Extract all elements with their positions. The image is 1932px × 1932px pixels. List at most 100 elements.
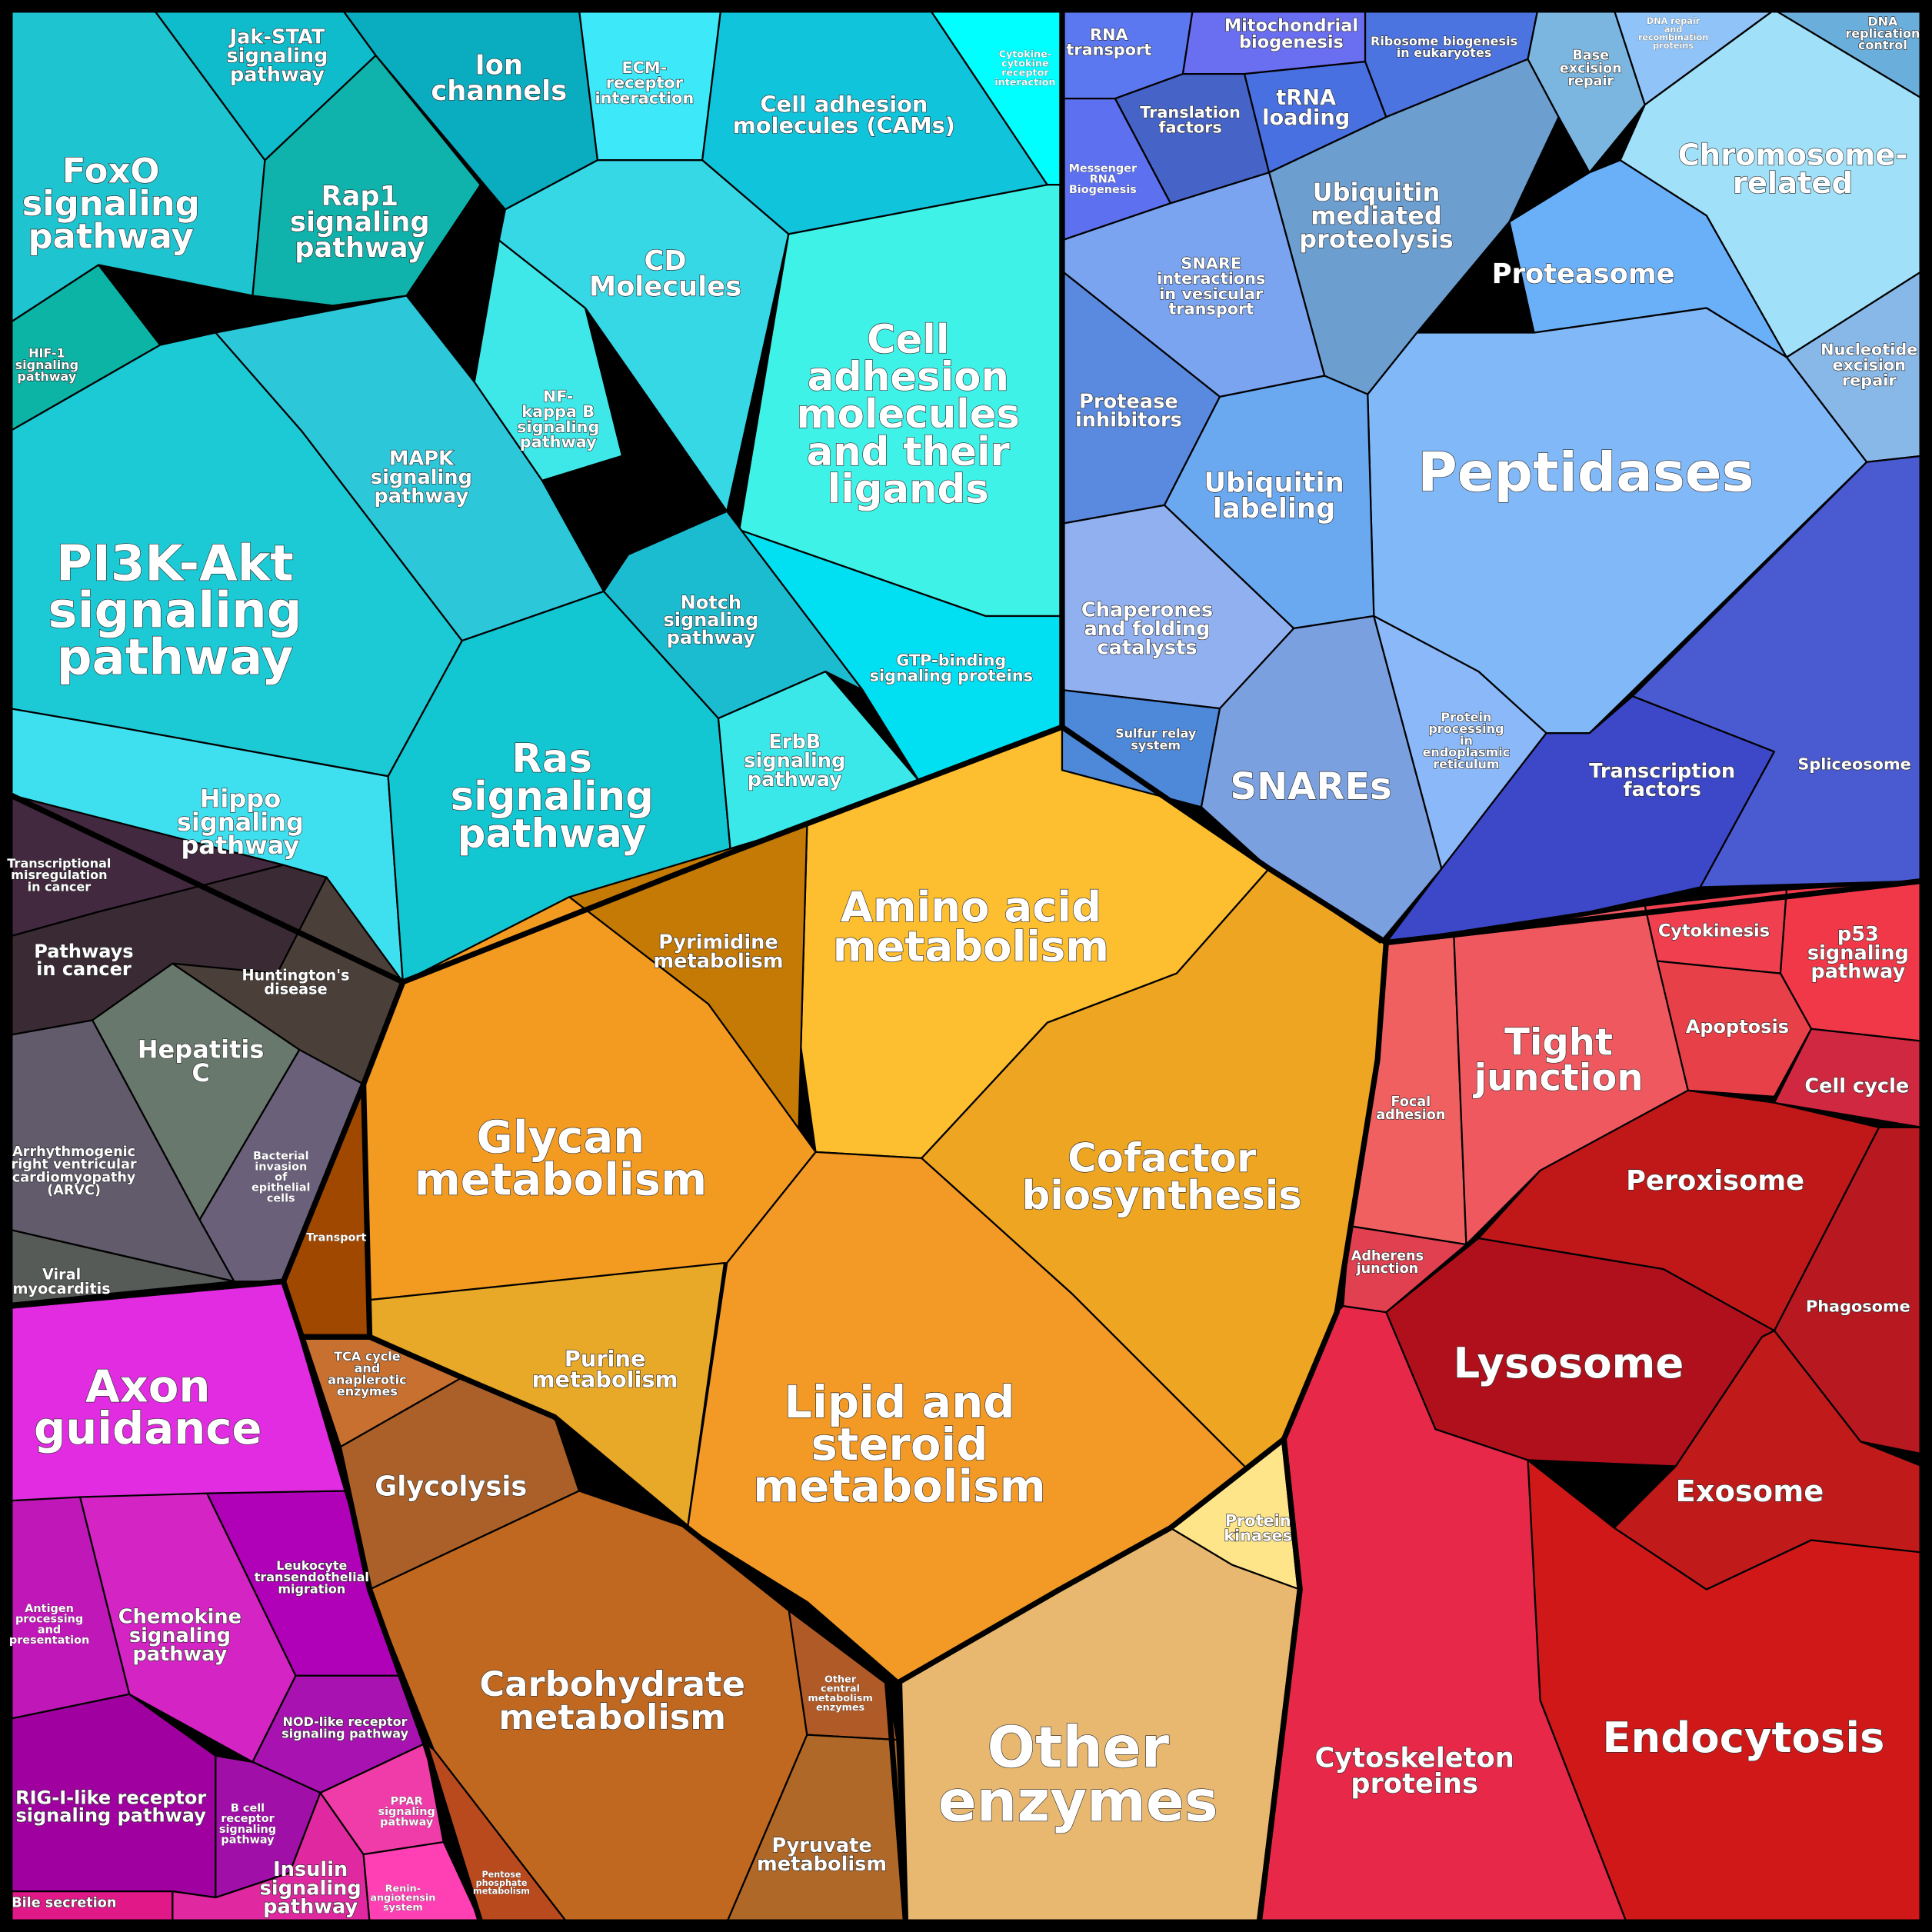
label-line: Antigen (25, 1603, 74, 1615)
label-line: junction (1473, 1056, 1644, 1099)
label-line: pathway (1810, 961, 1905, 984)
label-line: metabolism (415, 1153, 707, 1205)
label-transcmis: Transcriptional misregulation in cancer (7, 856, 111, 894)
label-line: in cancer (36, 958, 132, 980)
label-line: repair (1842, 371, 1897, 389)
label-line: recombination (1638, 33, 1708, 43)
label-line: mediated (1311, 202, 1442, 231)
label-protinh: Protease inhibitors (1075, 390, 1182, 431)
label-line: signaling (451, 774, 654, 820)
label-line: Jak-STAT (228, 26, 325, 49)
label-line: signaling (15, 358, 79, 372)
label-line: Nucleotide (1820, 341, 1917, 359)
label-cellcycle: Cell cycle (1804, 1074, 1909, 1098)
label-line: SNARE (1181, 254, 1241, 272)
label-line: cardiomyopathy (12, 1170, 136, 1185)
region-mapk[interactable] (215, 295, 605, 642)
label-otherenz: Other enzymes (938, 1716, 1218, 1835)
label-line: and (355, 1361, 381, 1375)
label-chromosome: Chromosome-related (1678, 138, 1908, 202)
label-line: GTP-binding (896, 651, 1006, 670)
label-erbb: ErbB signaling pathway (744, 731, 845, 791)
label-line: ErbB (768, 731, 821, 754)
label-line: in eukaryotes (1397, 45, 1492, 60)
label-line: Purine (565, 1345, 646, 1371)
label-tight: Tight junction (1473, 1021, 1644, 1100)
label-phagosome: Phagosome (1806, 1297, 1910, 1315)
label-renin: Renin-angiotensin system (370, 1883, 435, 1913)
label-line: Lipid and (784, 1376, 1014, 1428)
label-line: Lysosome (1453, 1338, 1684, 1387)
label-line: pathway (374, 485, 468, 508)
label-line: biosynthesis (1022, 1173, 1302, 1219)
label-line: HIF-1 (28, 346, 65, 361)
label-line: Phagosome (1806, 1297, 1910, 1315)
label-line: Glycan (477, 1111, 645, 1164)
label-line: pathway (295, 232, 425, 264)
label-line: receptor (1001, 68, 1049, 79)
label-line: Apoptosis (1686, 1016, 1789, 1038)
label-line: tRNA (1276, 86, 1336, 110)
label-mapk: MAPK signaling pathway (371, 448, 472, 508)
label-line: Biogenesis (1069, 184, 1137, 196)
label-line: Cell cycle (1804, 1074, 1909, 1098)
label-line: Exosome (1675, 1474, 1824, 1509)
label-line: signaling (177, 808, 304, 837)
label-line: Cytoskeleton (1314, 1743, 1514, 1774)
label-cytokine: Cytokine-cytokine receptor interaction (994, 48, 1055, 88)
label-line: Peroxisome (1626, 1165, 1804, 1197)
label-line: Transport (306, 1231, 366, 1244)
label-line: replication (1845, 26, 1920, 41)
region-nfkb[interactable] (473, 239, 624, 481)
label-line: signaling pathway (281, 1726, 409, 1740)
label-line: endoplasmic (1423, 745, 1511, 760)
label-arvc: Arrhythmogenic right ventricular cardiomyo… (12, 1144, 137, 1198)
label-rnatransport: RNA transport (1066, 25, 1151, 59)
label-hepc: Hepatitis C (138, 1034, 265, 1087)
label-line: pathway (182, 831, 300, 860)
region-apoptosis[interactable] (1656, 960, 1813, 1098)
label-line: signaling (663, 609, 758, 631)
label-line: in vesicular (1159, 285, 1264, 303)
label-line: Cytokinesis (1658, 921, 1770, 941)
label-line: loading (1262, 106, 1350, 130)
label-line: Other (987, 1716, 1169, 1781)
label-line: pathway (380, 1817, 434, 1829)
label-line: CD (645, 245, 687, 277)
label-line: Cytokine- (999, 48, 1052, 60)
label-apoptosis: Apoptosis (1686, 1016, 1789, 1038)
label-line: metabolism (653, 950, 783, 973)
label-line: Protein (1441, 710, 1491, 724)
label-line: enzymes (337, 1384, 398, 1399)
region-phagosome[interactable] (1773, 1126, 1924, 1455)
label-line: Chromosome- (1678, 138, 1908, 173)
label-line: excision (1560, 61, 1622, 76)
label-line: Chaperones (1081, 599, 1213, 622)
label-line: myocarditis (13, 1280, 111, 1297)
label-line: pathway (520, 433, 597, 451)
label-line: Ubiquitin (1204, 468, 1344, 499)
label-line: Adherens (1351, 1248, 1424, 1264)
label-line: transport (1066, 41, 1151, 59)
label-ion: Ion channels (431, 50, 567, 107)
label-line: Hepatitis (138, 1034, 265, 1064)
group-outline (298, 1334, 909, 1925)
label-line: inhibitors (1075, 409, 1182, 432)
label-line: kinases (1224, 1527, 1292, 1545)
label-cofactor: Cofactor biosynthesis (1022, 1136, 1302, 1220)
label-line: RNA (1090, 173, 1117, 185)
label-line: metabolism (473, 1886, 530, 1896)
label-line: biogenesis (1239, 32, 1344, 52)
label-line: pathway (57, 629, 294, 686)
label-endocytosis: Endocytosis (1602, 1713, 1884, 1762)
label-line: Insulin (273, 1858, 348, 1881)
label-translation: Translation factors (1140, 103, 1241, 137)
label-line: Ribosome biogenesis (1371, 34, 1517, 48)
label-line: interaction (595, 88, 694, 107)
label-mito: Mitochondrial biogenesis (1224, 15, 1358, 52)
label-line: pathway (17, 369, 76, 384)
label-snares: SNAREs (1230, 765, 1391, 808)
label-line: proteins (1351, 1768, 1478, 1800)
